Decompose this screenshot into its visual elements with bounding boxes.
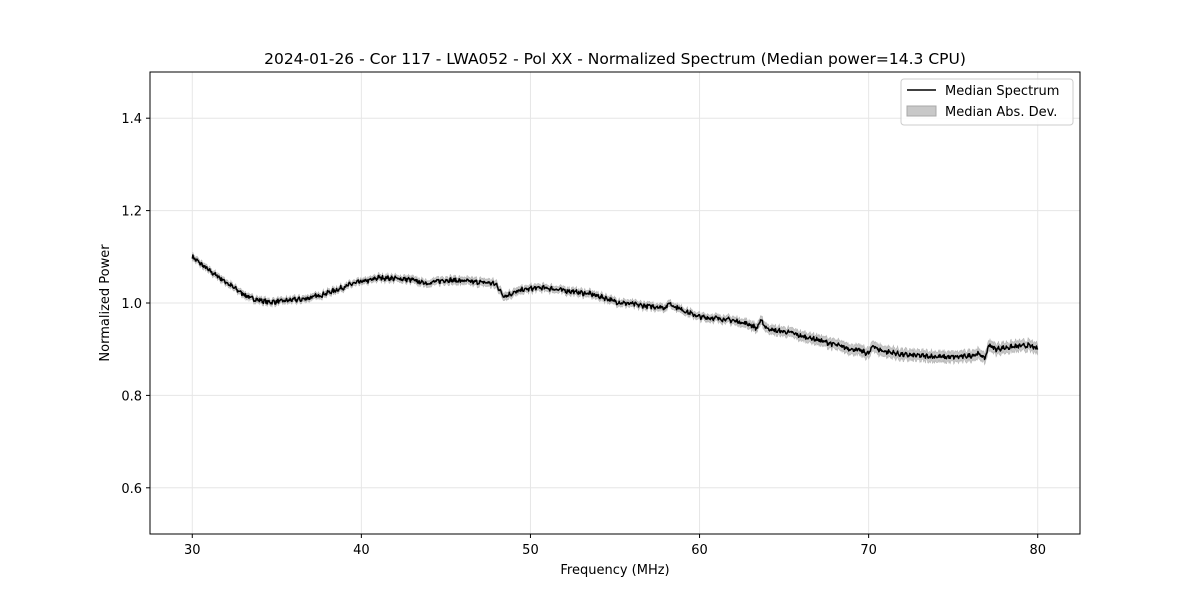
x-tick-label: 80 [1029,543,1046,558]
x-axis-label: Frequency (MHz) [560,563,669,578]
legend-label-median-abs-dev: Median Abs. Dev. [945,105,1057,120]
median-spectrum-line [191,254,1039,361]
legend-swatch-median-abs-dev [906,105,937,117]
y-tick-label: 0.6 [121,482,142,497]
x-tick-label: 30 [184,543,201,558]
legend-box [900,78,1074,126]
y-axis: 0.6 0.8 1.0 1.2 1.4 [121,112,150,497]
x-tick-label: 40 [353,543,370,558]
y-tick-label: 0.8 [121,389,142,404]
legend-label-median-spectrum: Median Spectrum [945,84,1059,99]
x-tick-label: 60 [691,543,708,558]
y-tick-label: 1.4 [121,112,142,127]
series-line-layer [191,254,1039,361]
mad-band-layer [192,252,1038,366]
y-tick-label: 1.0 [121,297,142,312]
chart-title: 2024-01-26 - Cor 117 - LWA052 - Pol XX -… [264,50,966,68]
x-axis: 30 40 50 60 70 80 [184,534,1046,558]
mad-band [192,252,1038,366]
x-tick-label: 70 [860,543,877,558]
y-tick-label: 1.2 [121,205,142,220]
y-axis-label: Normalized Power [98,244,113,362]
legend: Median Spectrum Median Abs. Dev. [900,78,1074,126]
x-tick-label: 50 [522,543,539,558]
